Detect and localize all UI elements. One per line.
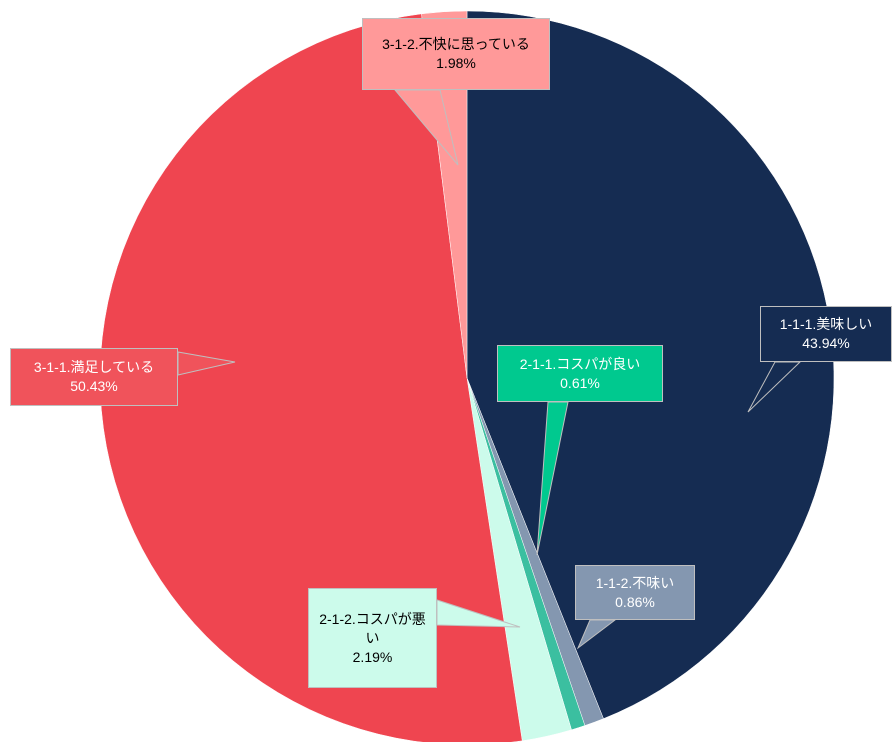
data-label: 1-1-1.美味しい 43.94%	[760, 306, 892, 362]
label-category: 3-1-1.満足している	[33, 359, 155, 375]
callout-pointer	[177, 351, 236, 376]
label-value: 50.43%	[70, 378, 118, 394]
callout-pointer	[576, 619, 617, 650]
callout-pointer	[536, 401, 569, 556]
callout-pointer	[436, 599, 521, 628]
data-label: 1-1-2.不味い 0.86%	[575, 565, 695, 620]
data-label: 2-1-1.コスパが良い 0.61%	[497, 345, 663, 402]
label-category: 2-1-2.コスパが悪い	[319, 610, 426, 646]
data-label: 3-1-1.満足している 50.43%	[10, 348, 178, 406]
label-category: 1-1-2.不味い	[595, 574, 675, 591]
data-label: 3-1-2.不快に思っている 1.98%	[362, 18, 550, 90]
pie-slice	[99, 13, 523, 742]
label-value: 1.98%	[436, 55, 476, 71]
callout-pointer	[747, 361, 802, 413]
label-value: 0.86%	[615, 593, 655, 610]
callout-pointer	[393, 89, 459, 166]
label-category: 1-1-1.美味しい	[779, 316, 873, 332]
label-category: 2-1-1.コスパが良い	[519, 355, 641, 372]
label-value: 2.19%	[352, 648, 393, 665]
label-category: 3-1-2.不快に思っている	[382, 36, 530, 52]
label-value: 0.61%	[560, 374, 600, 391]
label-value: 43.94%	[802, 335, 850, 351]
data-label: 2-1-2.コスパが悪い 2.19%	[308, 588, 437, 688]
